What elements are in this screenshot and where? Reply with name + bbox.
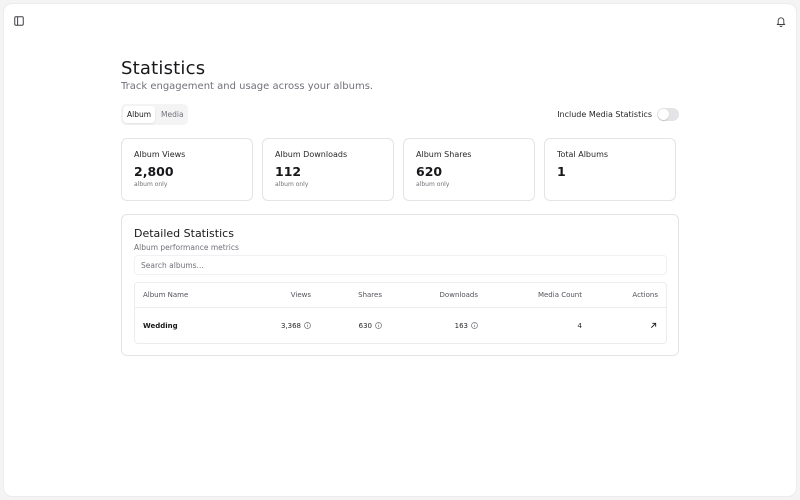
tab-album[interactable]: Album	[123, 106, 156, 123]
table-header-row: Album Name Views Shares Downloads Media …	[135, 283, 666, 308]
album-stats-table: Album Name Views Shares Downloads Media …	[134, 282, 667, 344]
stat-card-value: 620	[416, 164, 443, 179]
album-name-cell[interactable]: Wedding	[143, 321, 178, 330]
stat-card-total-albums: Total Albums 1	[544, 138, 676, 201]
stat-card-subtext: album only	[416, 181, 450, 188]
shares-value: 630	[358, 321, 372, 330]
shares-cell: 630	[359, 322, 382, 330]
stat-cards: Album Views 2,800 album only Album Downl…	[121, 138, 679, 201]
downloads-value: 163	[454, 321, 468, 330]
stat-card-album-downloads: Album Downloads 112 album only	[262, 138, 394, 201]
column-header-album-name[interactable]: Album Name	[143, 291, 189, 299]
media-stats-toggle[interactable]	[657, 108, 679, 121]
sidebar-toggle-icon[interactable]	[13, 15, 25, 27]
stat-card-title: Album Shares	[416, 150, 472, 159]
view-tabs: Album Media	[121, 104, 188, 125]
views-cell: 3,368	[281, 322, 311, 330]
column-header-downloads[interactable]: Downloads	[439, 291, 478, 299]
stat-card-value: 1	[557, 164, 566, 179]
detailed-statistics-panel: Detailed Statistics Album performance me…	[121, 214, 679, 356]
tab-media[interactable]: Media	[161, 110, 184, 119]
details-subtitle: Album performance metrics	[134, 243, 239, 252]
column-header-shares[interactable]: Shares	[358, 291, 382, 299]
column-header-actions: Actions	[632, 291, 658, 299]
stat-card-album-shares: Album Shares 620 album only	[403, 138, 535, 201]
info-icon[interactable]	[471, 322, 478, 329]
stat-card-value: 112	[275, 164, 302, 179]
media-stats-toggle-group: Include Media Statistics	[557, 108, 679, 121]
stat-card-title: Album Downloads	[275, 150, 348, 159]
table-row: Wedding 3,368 630 163 4	[135, 308, 666, 343]
media-count-cell: 4	[577, 321, 582, 330]
stat-card-subtext: album only	[134, 181, 168, 188]
downloads-cell: 163	[455, 322, 478, 330]
stat-card-album-views: Album Views 2,800 album only	[121, 138, 253, 201]
stat-card-subtext: album only	[275, 181, 309, 188]
details-title: Detailed Statistics	[134, 227, 234, 240]
page-subtitle: Track engagement and usage across your a…	[121, 81, 374, 92]
views-value: 3,368	[280, 321, 301, 330]
app-window: Statistics Track engagement and usage ac…	[4, 4, 796, 496]
arrow-up-right-icon[interactable]	[648, 321, 658, 331]
column-header-media-count[interactable]: Media Count	[537, 291, 582, 299]
toggle-knob	[658, 109, 669, 120]
search-albums-input[interactable]	[134, 255, 667, 275]
media-stats-toggle-label: Include Media Statistics	[557, 110, 652, 119]
info-icon[interactable]	[375, 322, 382, 329]
page-title: Statistics	[121, 58, 206, 79]
column-header-views[interactable]: Views	[290, 291, 311, 299]
info-icon[interactable]	[304, 322, 311, 329]
stat-card-title: Total Albums	[557, 150, 609, 159]
actions-cell	[648, 321, 658, 331]
bell-icon[interactable]	[775, 15, 787, 27]
stat-card-title: Album Views	[134, 150, 186, 159]
stat-card-value: 2,800	[134, 164, 174, 179]
